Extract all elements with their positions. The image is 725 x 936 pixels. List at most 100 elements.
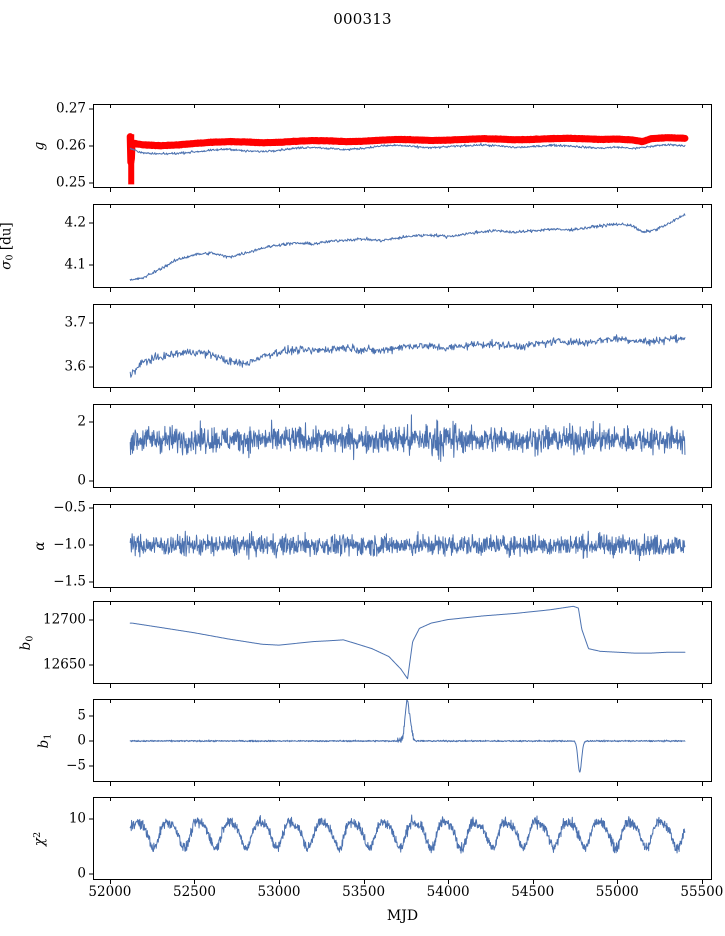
panel-alpha: −0.5 −1.0 −1.5 α	[32, 501, 712, 592]
panel-b0-xtick-mark	[109, 684, 111, 688]
xtick-label: 53000	[257, 884, 301, 900]
panel-b0-xtick-mark	[448, 684, 450, 688]
panel-alpha-xtick-mark	[701, 588, 703, 592]
panel-g-xtick-mark	[617, 188, 619, 192]
panel-alpha-y-axis-label: α	[31, 541, 48, 551]
panel-sigma0-du-xtick-mark-top	[109, 204, 111, 208]
panel-b1-xtick-mark-top	[448, 699, 450, 703]
panel-b1-plot-area	[129, 699, 686, 773]
panel-sigma0-du-xtick-mark	[194, 288, 196, 292]
panel-b1-xtick-mark	[617, 782, 619, 786]
panel-chi2-ytick-label: 0	[77, 865, 86, 882]
panel-alpha-xtick-mark-top	[279, 504, 281, 508]
panel-fknee-xtick-mark-top	[532, 404, 534, 408]
panel-alpha-ytick-mark	[89, 544, 93, 546]
panel-fknee-xtick-mark	[701, 488, 703, 492]
xtick-label: 54000	[426, 884, 470, 900]
panel-chi2-xtick-mark	[279, 880, 281, 884]
panel-sigma0-mks-xtick-mark	[617, 388, 619, 392]
panel-alpha-xtick-mark-top	[109, 504, 111, 508]
panel-sigma0-mks-ytick-mark	[89, 322, 93, 324]
panel-b1-xtick-mark-top	[701, 699, 703, 703]
panel-b1-xtick-mark-top	[617, 699, 619, 703]
panel-fknee-xtick-mark	[532, 488, 534, 492]
panel-fknee-plot-area	[129, 414, 686, 462]
panel-b0-xtick-mark	[279, 684, 281, 688]
xtick-label: 55000	[595, 884, 639, 900]
panel-chi2-ytick-label: 10	[68, 810, 86, 827]
panel-g-xtick-mark	[279, 188, 281, 192]
panel-b0-y-axis-label: b0	[18, 635, 36, 650]
panel-b1-xtick-mark	[279, 782, 281, 786]
panel-alpha-ytick-label: −0.5	[53, 499, 86, 516]
panel-sigma0-mks-ytick-label: 3.6	[64, 358, 86, 375]
panel-b1-ytick-label: 5	[77, 707, 86, 724]
panel-chi2-xtick-mark-top	[532, 797, 534, 801]
panel-b1-xtick-mark-top	[532, 699, 534, 703]
panel-g-ytick-mark	[89, 145, 93, 147]
panel-b1-ytick-mark	[89, 715, 93, 717]
panel-sigma0-du-xtick-mark-top	[532, 204, 534, 208]
panel-fknee-xtick-mark-top	[194, 404, 196, 408]
panel-sigma0-mks-ytick-label: 3.7	[64, 313, 86, 330]
panel-alpha-xtick-mark	[363, 588, 365, 592]
panel-b0-ytick-mark	[89, 619, 93, 621]
panel-fknee: 02fknee [mHz]	[77, 404, 712, 492]
panel-g-xtick-mark-top	[194, 104, 196, 108]
panel-b0-xtick-mark-top	[701, 601, 703, 605]
panel-sigma0-mks-xtick-mark	[363, 388, 365, 392]
panel-fknee-xtick-mark	[279, 488, 281, 492]
panel-alpha-ytick-mark	[89, 507, 93, 509]
panel-b0-xtick-mark-top	[109, 601, 111, 605]
panel-sigma0-mks-xtick-mark	[701, 388, 703, 392]
panel-sigma0-mks-xtick-mark-top	[363, 304, 365, 308]
panel-b0-xtick-mark-top	[617, 601, 619, 605]
panel-sigma0-du-xtick-mark-top	[363, 204, 365, 208]
panel-alpha-xtick-mark	[448, 588, 450, 592]
panel-sigma0-du-xtick-mark-top	[448, 204, 450, 208]
panel-sigma0-du-ytick-mark	[89, 222, 93, 224]
panel-g-xtick-mark-top	[701, 104, 703, 108]
panel-alpha-plot-area	[129, 530, 686, 562]
panel-b0-ytick-mark	[89, 664, 93, 666]
panel-alpha-xtick-mark-top	[532, 504, 534, 508]
panel-b1-xtick-mark-top	[363, 699, 365, 703]
panel-b1: −5 0 5 b1	[36, 699, 712, 786]
panel-g-ytick-mark	[89, 182, 93, 184]
panel-alpha-xtick-mark	[617, 588, 619, 592]
panel-b1-ytick-mark	[89, 740, 93, 742]
panel-sigma0-mks-xtick-mark	[194, 388, 196, 392]
panel-sigma0-du-xtick-mark	[109, 288, 111, 292]
panel-g-ytick-mark	[89, 108, 93, 110]
panel-chi2-xtick-mark-top	[109, 797, 111, 801]
figure-title: 000313	[333, 10, 392, 28]
panel-sigma0-du-xtick-mark-top	[617, 204, 619, 208]
panel-alpha-xtick-mark-top	[194, 504, 196, 508]
panel-g-xtick-mark-top	[448, 104, 450, 108]
panel-b0-xtick-mark	[532, 684, 534, 688]
panel-g-xtick-mark	[701, 188, 703, 192]
panel-g-xtick-mark-top	[532, 104, 534, 108]
panel-g-xtick-mark-top	[617, 104, 619, 108]
panel-chi2-xtick-mark	[448, 880, 450, 884]
data-line	[129, 414, 686, 462]
panel-b0-xtick-mark-top	[279, 601, 281, 605]
panel-sigma0-mks-xtick-mark-top	[279, 304, 281, 308]
x-axis-label: MJD	[386, 908, 419, 924]
panel-fknee-ytick-label: 2	[77, 413, 86, 430]
panel-b0-plot-area	[129, 605, 686, 680]
panel-sigma0-du: 4.1 4.2 σ0 [du]	[0, 204, 712, 292]
panel-alpha-xtick-mark	[109, 588, 111, 592]
panel-chi2-xtick-mark-top	[617, 797, 619, 801]
panel-sigma0-du-ytick-mark	[89, 264, 93, 266]
panel-fknee-xtick-mark	[617, 488, 619, 492]
panel-sigma0-du-xtick-mark	[279, 288, 281, 292]
panel-fknee-xtick-mark-top	[617, 404, 619, 408]
panel-sigma0-mks-xtick-mark-top	[194, 304, 196, 308]
panel-g-xtick-mark-top	[279, 104, 281, 108]
xtick-label: 53500	[342, 884, 386, 900]
data-line	[129, 334, 686, 378]
panel-alpha-ytick-mark	[89, 581, 93, 583]
panel-b0: 12650 12700 b0	[18, 601, 712, 688]
